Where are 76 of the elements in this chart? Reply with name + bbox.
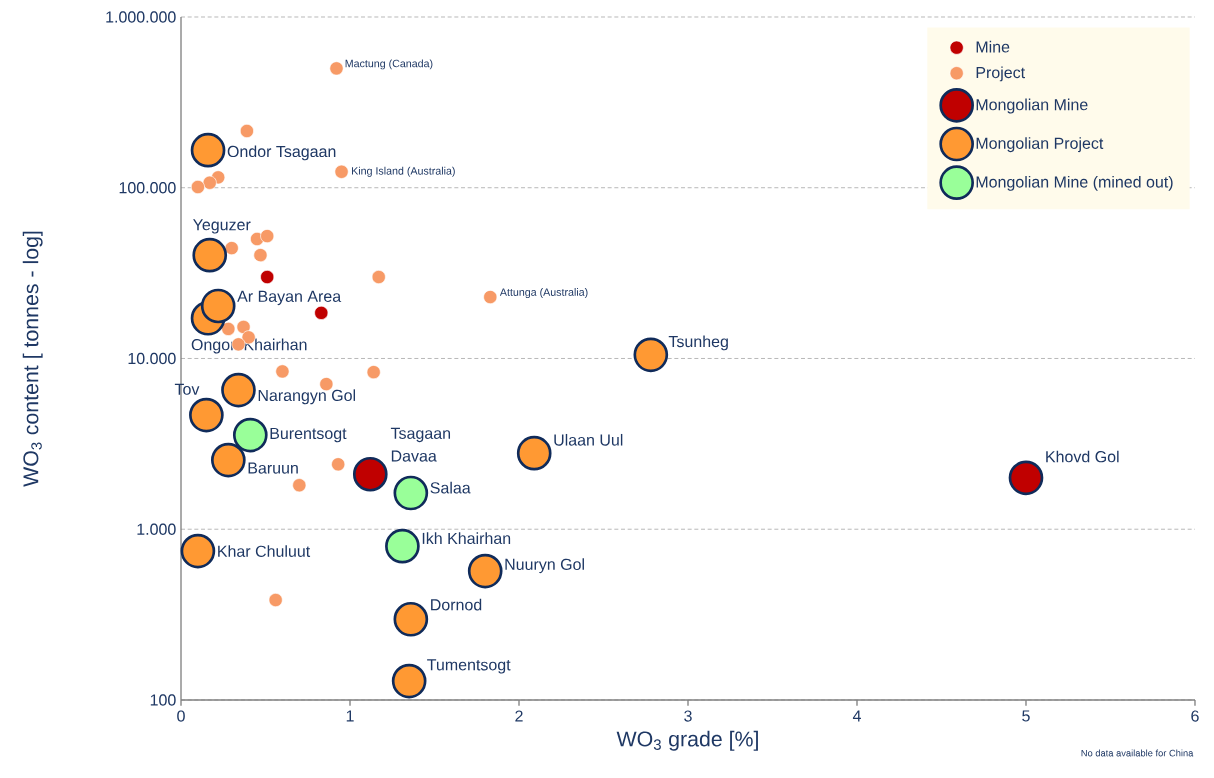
- point: [253, 248, 268, 263]
- annotation: Tov: [174, 383, 200, 395]
- annotation: Baruun: [248, 462, 298, 474]
- x-tick-label: 4: [852, 710, 861, 722]
- y-tick-label: 100.000: [119, 182, 176, 194]
- point: [366, 365, 381, 380]
- point: [292, 478, 307, 493]
- point: [221, 372, 256, 408]
- point: [483, 290, 498, 305]
- point: [329, 61, 344, 76]
- point: [268, 593, 283, 608]
- annotation: Ondor Tsagaan: [227, 145, 336, 161]
- y-tick-label: 100: [150, 694, 176, 706]
- annotation: Salaa: [430, 481, 471, 494]
- point: [275, 364, 290, 379]
- point: [239, 123, 254, 138]
- x-tick-label: 0: [177, 710, 185, 722]
- y-tick-label: 10.000: [128, 352, 176, 365]
- point: [393, 601, 429, 637]
- point: [190, 132, 226, 168]
- x-tick-label: 1: [346, 710, 354, 722]
- text: No data available for China: [1081, 749, 1194, 757]
- x-tick-label: 3: [684, 710, 692, 722]
- point: [232, 417, 268, 453]
- y-tick-label: 1.000.000: [106, 11, 176, 23]
- point: [314, 305, 329, 320]
- annotation: Tumentsogt: [427, 659, 511, 674]
- annotation: Ar Bayan Area: [237, 290, 342, 306]
- point: [189, 397, 224, 433]
- x-tick-label: 5: [1022, 710, 1030, 722]
- annotation: Attunga (Australia): [499, 288, 588, 299]
- legend-label: Mongolian Mine (mined out): [976, 175, 1173, 191]
- annotation: Ulaan Uul: [554, 433, 623, 446]
- x-tick-label: 2: [515, 710, 523, 722]
- point: [202, 175, 217, 190]
- y-tick-label: 1.000: [137, 523, 176, 535]
- point: [334, 164, 349, 179]
- legend-label: Mongolian Mine: [976, 98, 1088, 114]
- annotation: Mactung (Canada): [345, 59, 433, 70]
- point: [1008, 460, 1044, 496]
- annotation: King Island (Australia): [352, 166, 455, 177]
- annotation: Khar Chuluut: [218, 545, 311, 557]
- annotation: Ikh Khairhan: [422, 532, 511, 545]
- legend-label: Mongolian Project: [976, 137, 1104, 153]
- point: [331, 457, 346, 472]
- annotation: Narangyn Gol: [258, 389, 356, 405]
- point: [200, 288, 236, 324]
- point: [319, 377, 334, 392]
- legend-label: Project: [976, 66, 1025, 82]
- point: [352, 456, 388, 492]
- legend-label: Mine: [976, 40, 1010, 53]
- point: [192, 237, 228, 273]
- point: [371, 270, 386, 285]
- x-axis-title: WO$_{3}$ grade [%]: [616, 730, 758, 751]
- y-axis-title: WO$_{3}$ content [ tonnes - log]: [22, 231, 43, 487]
- point: [190, 179, 205, 195]
- annotation: Tsagaan Davaa: [390, 427, 451, 462]
- point: [260, 270, 275, 285]
- point: [224, 241, 239, 256]
- annotation: Burentsogt: [270, 427, 347, 443]
- point: [221, 321, 236, 336]
- point: [516, 435, 552, 471]
- point: [385, 528, 420, 564]
- point: [467, 553, 503, 589]
- annotation: Yeguzer: [193, 219, 251, 234]
- annotation: Nuuryn Gol: [505, 558, 584, 574]
- annotation: Dornod: [431, 598, 482, 611]
- x-tick-label: 6: [1191, 710, 1199, 722]
- point: [393, 475, 429, 511]
- point: [391, 663, 427, 699]
- annotation: Khovd Gol: [1046, 450, 1119, 463]
- point: [180, 533, 216, 569]
- annotation: Tsunheg: [668, 335, 728, 351]
- point: [633, 337, 669, 373]
- point: [210, 442, 246, 478]
- point: [260, 229, 275, 244]
